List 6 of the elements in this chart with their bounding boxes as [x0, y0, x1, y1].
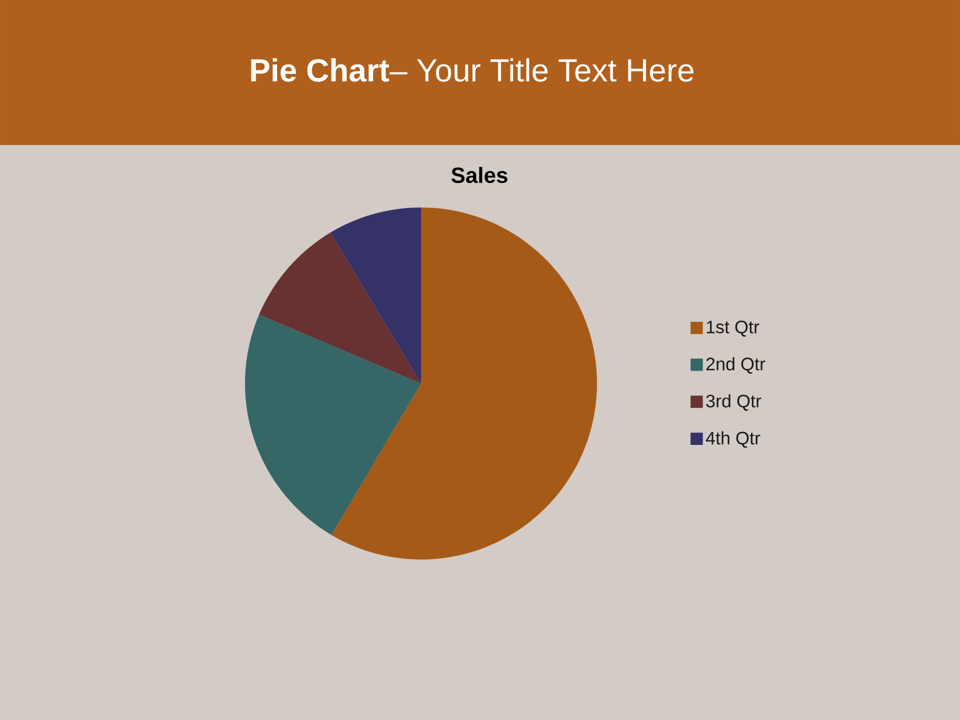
chart-subtitle: Sales: [451, 166, 508, 184]
legend-label: 3rd Qtr: [706, 394, 762, 411]
legend-label: 4th Qtr: [706, 431, 760, 448]
chart-title: Pie Chart– Your Title Text Here: [251, 58, 694, 82]
legend-label: 1st Qtr: [706, 320, 760, 337]
legend-label: 2nd Qtr: [706, 357, 766, 374]
